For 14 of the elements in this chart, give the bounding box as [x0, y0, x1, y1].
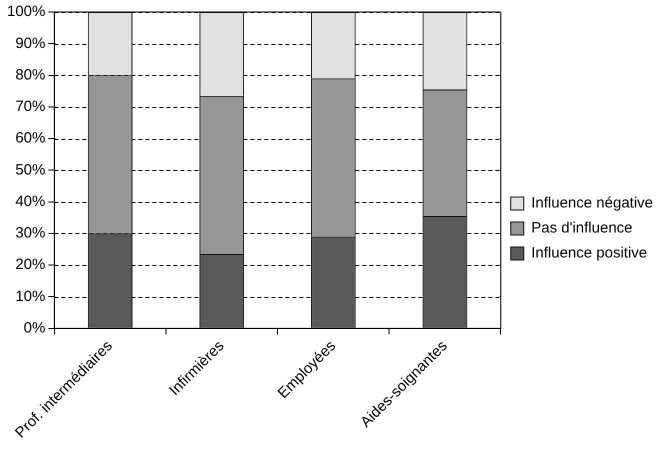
y-tick-label: 80% — [15, 66, 46, 84]
legend-label: Influence positive — [531, 244, 648, 262]
y-tick-label: 0% — [24, 319, 46, 336]
y-tick-label: 100% — [6, 3, 46, 20]
y-tick-label: 30% — [15, 224, 46, 242]
y-tick-label: 10% — [15, 288, 46, 305]
y-tick-label: 70% — [15, 98, 46, 116]
legend-label: Pas d'influence — [531, 220, 633, 237]
legend-label: Influence négative — [531, 194, 654, 212]
y-tick-label: 40% — [15, 192, 46, 210]
y-tick-label: 60% — [15, 130, 46, 147]
y-tick-label: 50% — [15, 161, 46, 178]
y-tick-label: 20% — [15, 256, 46, 274]
y-tick-label: 90% — [15, 34, 46, 52]
